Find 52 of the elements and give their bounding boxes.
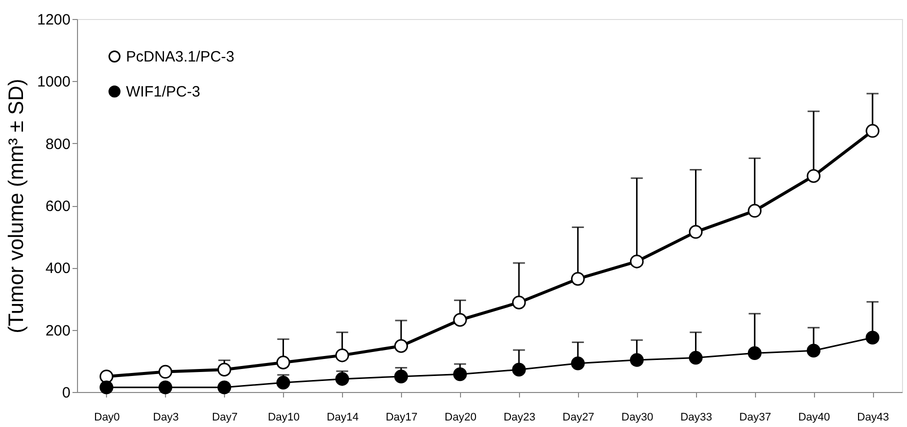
point bbox=[688, 225, 703, 239]
y-tick-label: 400 bbox=[45, 260, 70, 278]
point bbox=[335, 372, 350, 386]
point bbox=[100, 370, 114, 384]
y-tick-label: 200 bbox=[45, 322, 70, 340]
x-tick-label: Day30 bbox=[621, 412, 654, 424]
x-tick-label: Day23 bbox=[504, 412, 536, 424]
point bbox=[453, 313, 467, 327]
point bbox=[453, 367, 467, 382]
y-tick-label: 1000 bbox=[37, 74, 70, 91]
point bbox=[630, 254, 644, 268]
point bbox=[806, 169, 820, 183]
point bbox=[217, 380, 232, 394]
point bbox=[100, 380, 114, 394]
x-tick-label: Day27 bbox=[562, 412, 594, 424]
point bbox=[748, 204, 762, 218]
point bbox=[630, 353, 644, 367]
y-tick-label: 0 bbox=[62, 384, 70, 402]
y-tick-label: 800 bbox=[45, 136, 70, 153]
x-tick-label: Day43 bbox=[857, 412, 889, 424]
point bbox=[335, 348, 350, 362]
point bbox=[394, 339, 408, 353]
point bbox=[217, 362, 232, 376]
x-tick-label: Day37 bbox=[739, 412, 772, 424]
x-tick-label: Day17 bbox=[386, 412, 418, 424]
x-tick-label: Day0 bbox=[94, 412, 120, 424]
x-tick-label: Day10 bbox=[268, 412, 300, 424]
point bbox=[512, 296, 526, 310]
y-axis-title: (Tumor volume (mm³ ± SD) bbox=[5, 78, 28, 334]
point bbox=[748, 346, 762, 360]
point bbox=[158, 364, 172, 379]
x-tick-label: Day40 bbox=[798, 412, 830, 424]
point bbox=[866, 124, 880, 138]
point bbox=[571, 272, 585, 286]
legend-label: PcDNA3.1/PC-3 bbox=[126, 48, 234, 66]
point bbox=[512, 362, 526, 376]
point bbox=[394, 370, 408, 384]
x-tick-label: Day3 bbox=[153, 412, 179, 424]
x-tick-label: Day7 bbox=[212, 412, 238, 424]
point bbox=[688, 350, 703, 365]
point bbox=[276, 356, 290, 370]
y-tick-label: 600 bbox=[45, 198, 70, 215]
point bbox=[866, 330, 880, 344]
point bbox=[571, 356, 585, 370]
x-tick-label: Day20 bbox=[444, 412, 476, 424]
point bbox=[158, 380, 172, 394]
x-tick-label: Day33 bbox=[680, 412, 712, 424]
point bbox=[276, 376, 290, 390]
legend-label: WIF1/PC-3 bbox=[126, 84, 200, 100]
y-tick-label: 1200 bbox=[37, 12, 70, 28]
point bbox=[806, 344, 820, 358]
x-tick-label: Day14 bbox=[326, 412, 359, 424]
